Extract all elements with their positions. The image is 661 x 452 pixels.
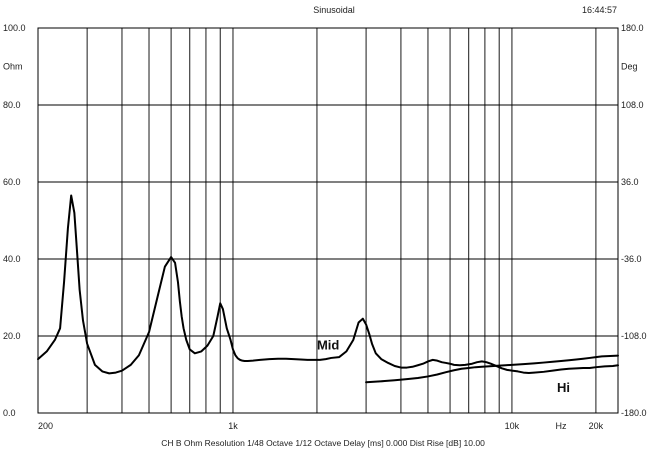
y-tick-label: 100.0: [3, 23, 26, 33]
y-tick-label: Ohm: [3, 62, 23, 72]
timestamp: 16:44:57: [582, 5, 617, 15]
annotation-label: Hi: [557, 380, 570, 395]
y-tick-label: 0.0: [3, 408, 16, 418]
chart-title: Sinusoidal: [313, 5, 355, 15]
annotation-label: Mid: [317, 337, 339, 352]
data-series: [37, 194, 619, 384]
x-tick-label: 10k: [505, 421, 520, 431]
series-line-hi: [365, 354, 619, 384]
y-axis-ticks: 100.0 Ohm 80.0 60.0 40.0 20.0 0.0: [3, 23, 26, 418]
x-tick-label: Hz: [556, 421, 567, 431]
y-tick-label: 60.0: [3, 177, 21, 187]
x-tick-label: 200: [38, 421, 53, 431]
y2-tick-label: -108.0: [621, 331, 647, 341]
y2-axis-ticks: 180.0 Deg 108.0 36.0 -36.0 -108.0 -180.0: [621, 23, 647, 418]
y2-tick-label: -36.0: [621, 254, 642, 264]
plot-frame: [37, 27, 619, 414]
x-axis-ticks: 200 1k 10k Hz 20k: [38, 421, 604, 431]
y2-tick-label: 180.0: [621, 23, 644, 33]
y2-tick-label: -180.0: [621, 408, 647, 418]
y2-tick-label: 108.0: [621, 100, 644, 110]
series-annotations: Mid Hi: [317, 337, 570, 394]
y-tick-label: 40.0: [3, 254, 21, 264]
x-tick-label: 1k: [228, 421, 238, 431]
y2-tick-label: Deg: [621, 62, 638, 72]
y-tick-label: 20.0: [3, 331, 21, 341]
footer-info: CH B Ohm Resolution 1/48 Octave 1/12 Oct…: [161, 438, 485, 448]
y2-tick-label: 36.0: [621, 177, 639, 187]
x-tick-label: 20k: [589, 421, 604, 431]
y-tick-label: 80.0: [3, 100, 21, 110]
